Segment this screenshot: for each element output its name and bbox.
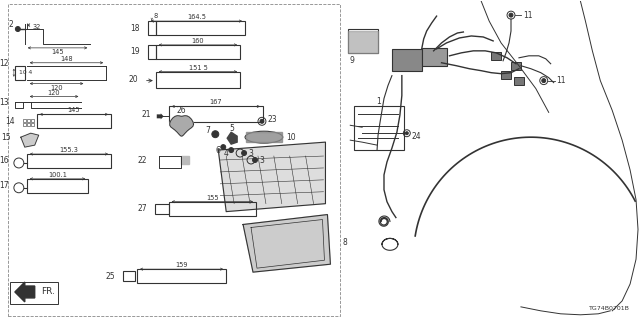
Polygon shape: [246, 132, 282, 142]
Circle shape: [228, 148, 234, 153]
Bar: [156, 45, 240, 59]
Text: 8: 8: [342, 238, 347, 247]
Text: 3: 3: [248, 148, 253, 157]
Text: 155.3: 155.3: [60, 147, 78, 153]
Bar: [23, 119, 26, 122]
Circle shape: [253, 157, 257, 163]
Bar: [15, 66, 25, 80]
FancyArrow shape: [157, 113, 164, 119]
Text: 10: 10: [285, 133, 296, 142]
Text: 100.1: 100.1: [48, 172, 67, 178]
Polygon shape: [218, 142, 326, 212]
Bar: [27, 179, 88, 193]
Text: 18: 18: [131, 24, 140, 33]
Bar: [8, 4, 340, 316]
Text: 11: 11: [557, 76, 566, 85]
Bar: [27, 119, 30, 122]
Bar: [148, 45, 156, 59]
Text: 145: 145: [68, 108, 80, 113]
Text: 13: 13: [0, 98, 9, 107]
Bar: [348, 29, 378, 53]
Polygon shape: [180, 156, 189, 164]
Circle shape: [15, 27, 20, 31]
Text: 22: 22: [138, 156, 147, 164]
Text: 3: 3: [259, 156, 264, 164]
Polygon shape: [21, 133, 38, 147]
Text: 14: 14: [5, 117, 15, 126]
Text: 26: 26: [177, 106, 186, 115]
Text: 1: 1: [377, 97, 381, 106]
Text: 8: 8: [154, 13, 158, 19]
Text: 20: 20: [128, 75, 138, 84]
Bar: [27, 123, 30, 126]
Bar: [491, 52, 501, 60]
Bar: [31, 119, 34, 122]
Text: 7: 7: [205, 126, 211, 135]
Bar: [169, 107, 263, 122]
Bar: [354, 107, 404, 150]
Text: 19: 19: [131, 47, 140, 56]
Bar: [155, 204, 169, 213]
Polygon shape: [227, 132, 237, 144]
Text: 151 5: 151 5: [189, 65, 207, 71]
Bar: [169, 202, 256, 216]
Bar: [422, 48, 447, 66]
Text: 21: 21: [141, 110, 151, 119]
Bar: [501, 71, 511, 79]
Text: 2: 2: [8, 20, 13, 28]
Text: TG74B0701B: TG74B0701B: [589, 306, 630, 311]
Polygon shape: [15, 282, 35, 302]
Polygon shape: [348, 31, 378, 53]
Bar: [137, 269, 226, 283]
Text: 167: 167: [209, 100, 222, 106]
Bar: [123, 271, 135, 281]
Text: 6: 6: [216, 146, 220, 155]
Text: 11: 11: [523, 11, 532, 20]
Text: 10 4: 10 4: [19, 70, 32, 75]
Circle shape: [221, 145, 226, 149]
Bar: [31, 123, 34, 126]
Text: 145: 145: [51, 49, 64, 55]
Bar: [156, 72, 240, 88]
Text: 25: 25: [106, 272, 115, 281]
Bar: [514, 77, 524, 84]
Bar: [392, 49, 422, 71]
Text: 16: 16: [0, 156, 9, 165]
Circle shape: [212, 131, 219, 138]
Bar: [148, 21, 156, 35]
Circle shape: [405, 132, 408, 135]
Bar: [23, 123, 26, 126]
Circle shape: [242, 151, 246, 156]
Polygon shape: [243, 215, 330, 272]
Text: 23: 23: [268, 115, 278, 124]
Text: 160: 160: [191, 38, 204, 44]
Circle shape: [260, 119, 264, 123]
Text: 5: 5: [230, 124, 235, 133]
Text: 24: 24: [412, 132, 421, 141]
Text: 9: 9: [350, 56, 355, 65]
Circle shape: [509, 13, 513, 17]
Text: 15: 15: [1, 133, 11, 142]
Bar: [27, 154, 111, 168]
Text: 12: 12: [0, 59, 9, 68]
Bar: [156, 21, 245, 35]
Text: 120: 120: [50, 84, 63, 91]
Text: 159: 159: [175, 262, 188, 268]
Circle shape: [542, 79, 546, 83]
Text: FR.: FR.: [41, 287, 54, 296]
Text: 155: 155: [206, 195, 219, 201]
Bar: [511, 62, 521, 70]
Text: 120: 120: [48, 90, 60, 96]
Text: 148: 148: [60, 56, 73, 62]
Text: 27: 27: [137, 204, 147, 213]
Polygon shape: [170, 116, 193, 136]
Bar: [10, 282, 58, 304]
Text: 4: 4: [223, 148, 228, 157]
Bar: [36, 114, 111, 128]
Text: 17: 17: [0, 181, 9, 190]
Text: 32: 32: [33, 24, 41, 29]
Text: 164.5: 164.5: [187, 14, 206, 20]
